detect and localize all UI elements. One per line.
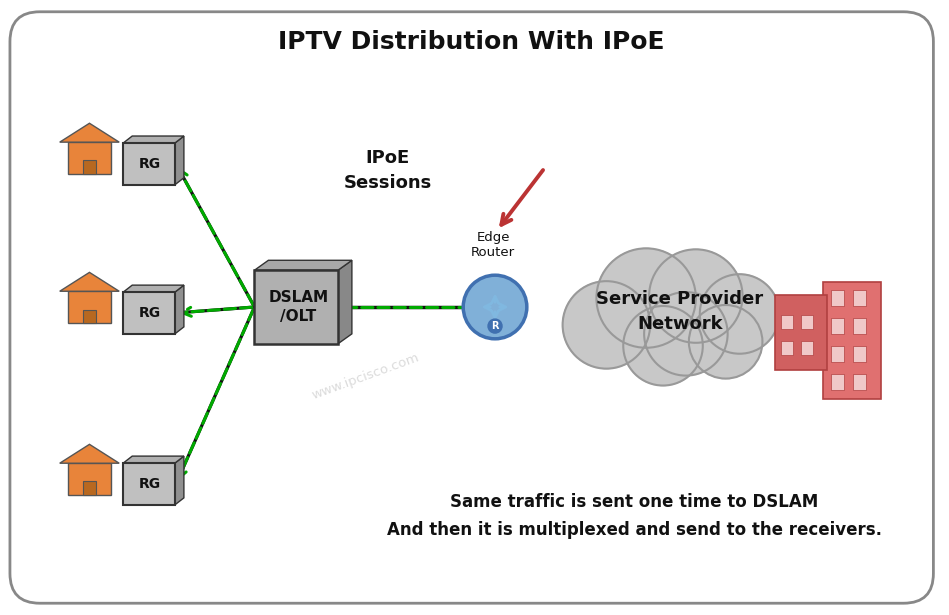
Polygon shape: [123, 285, 184, 292]
Circle shape: [596, 248, 696, 347]
Circle shape: [644, 292, 728, 376]
FancyBboxPatch shape: [9, 12, 934, 603]
FancyBboxPatch shape: [823, 282, 881, 400]
Polygon shape: [175, 136, 184, 184]
FancyBboxPatch shape: [84, 309, 96, 323]
FancyBboxPatch shape: [84, 482, 96, 494]
Text: Same traffic is sent one time to DSLAM
And then it is multiplexed and send to th: Same traffic is sent one time to DSLAM A…: [386, 493, 882, 539]
Circle shape: [649, 249, 742, 343]
Polygon shape: [60, 272, 120, 292]
FancyBboxPatch shape: [123, 463, 175, 505]
Text: Service Provider
Network: Service Provider Network: [596, 290, 764, 333]
FancyBboxPatch shape: [254, 270, 338, 344]
Polygon shape: [175, 285, 184, 334]
Circle shape: [689, 305, 762, 379]
FancyBboxPatch shape: [853, 290, 865, 306]
Ellipse shape: [586, 272, 760, 367]
Text: IPTV Distribution With IPoE: IPTV Distribution With IPoE: [278, 30, 664, 54]
Polygon shape: [60, 444, 120, 463]
FancyBboxPatch shape: [853, 346, 865, 362]
FancyBboxPatch shape: [831, 346, 844, 362]
FancyBboxPatch shape: [84, 161, 96, 173]
Text: RG: RG: [140, 306, 161, 320]
Text: RG: RG: [140, 477, 161, 491]
FancyBboxPatch shape: [801, 315, 813, 329]
FancyBboxPatch shape: [67, 463, 111, 494]
FancyBboxPatch shape: [853, 373, 865, 389]
FancyBboxPatch shape: [853, 318, 865, 334]
FancyBboxPatch shape: [775, 295, 827, 370]
FancyBboxPatch shape: [123, 292, 175, 334]
Text: DSLAM
/OLT: DSLAM /OLT: [269, 290, 328, 324]
FancyBboxPatch shape: [831, 290, 844, 306]
Polygon shape: [338, 260, 352, 344]
Text: RG: RG: [140, 157, 161, 171]
FancyBboxPatch shape: [831, 373, 844, 389]
FancyBboxPatch shape: [67, 142, 111, 173]
Text: Edge
Router: Edge Router: [471, 231, 515, 260]
Text: IPoE
Sessions: IPoE Sessions: [344, 149, 432, 192]
FancyBboxPatch shape: [801, 341, 813, 355]
Polygon shape: [254, 260, 352, 270]
FancyBboxPatch shape: [781, 341, 793, 355]
Polygon shape: [123, 136, 184, 143]
Circle shape: [699, 274, 779, 354]
FancyBboxPatch shape: [67, 292, 111, 323]
Polygon shape: [175, 456, 184, 505]
Polygon shape: [60, 123, 120, 142]
Text: R: R: [492, 321, 499, 331]
FancyBboxPatch shape: [831, 318, 844, 334]
Circle shape: [623, 306, 703, 386]
Text: www.ipcisco.com: www.ipcisco.com: [310, 351, 421, 402]
Circle shape: [488, 319, 502, 333]
FancyBboxPatch shape: [781, 315, 793, 329]
FancyBboxPatch shape: [123, 143, 175, 184]
Polygon shape: [123, 456, 184, 463]
Circle shape: [563, 281, 650, 368]
Circle shape: [463, 275, 527, 339]
